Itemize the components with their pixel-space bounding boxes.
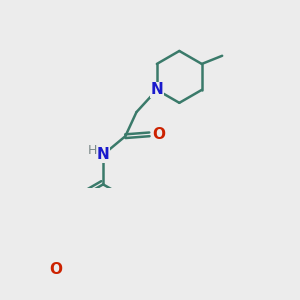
Text: N: N [151,82,163,98]
Text: H: H [88,144,98,157]
Text: O: O [152,127,165,142]
Text: N: N [97,147,110,162]
Text: O: O [49,262,62,277]
